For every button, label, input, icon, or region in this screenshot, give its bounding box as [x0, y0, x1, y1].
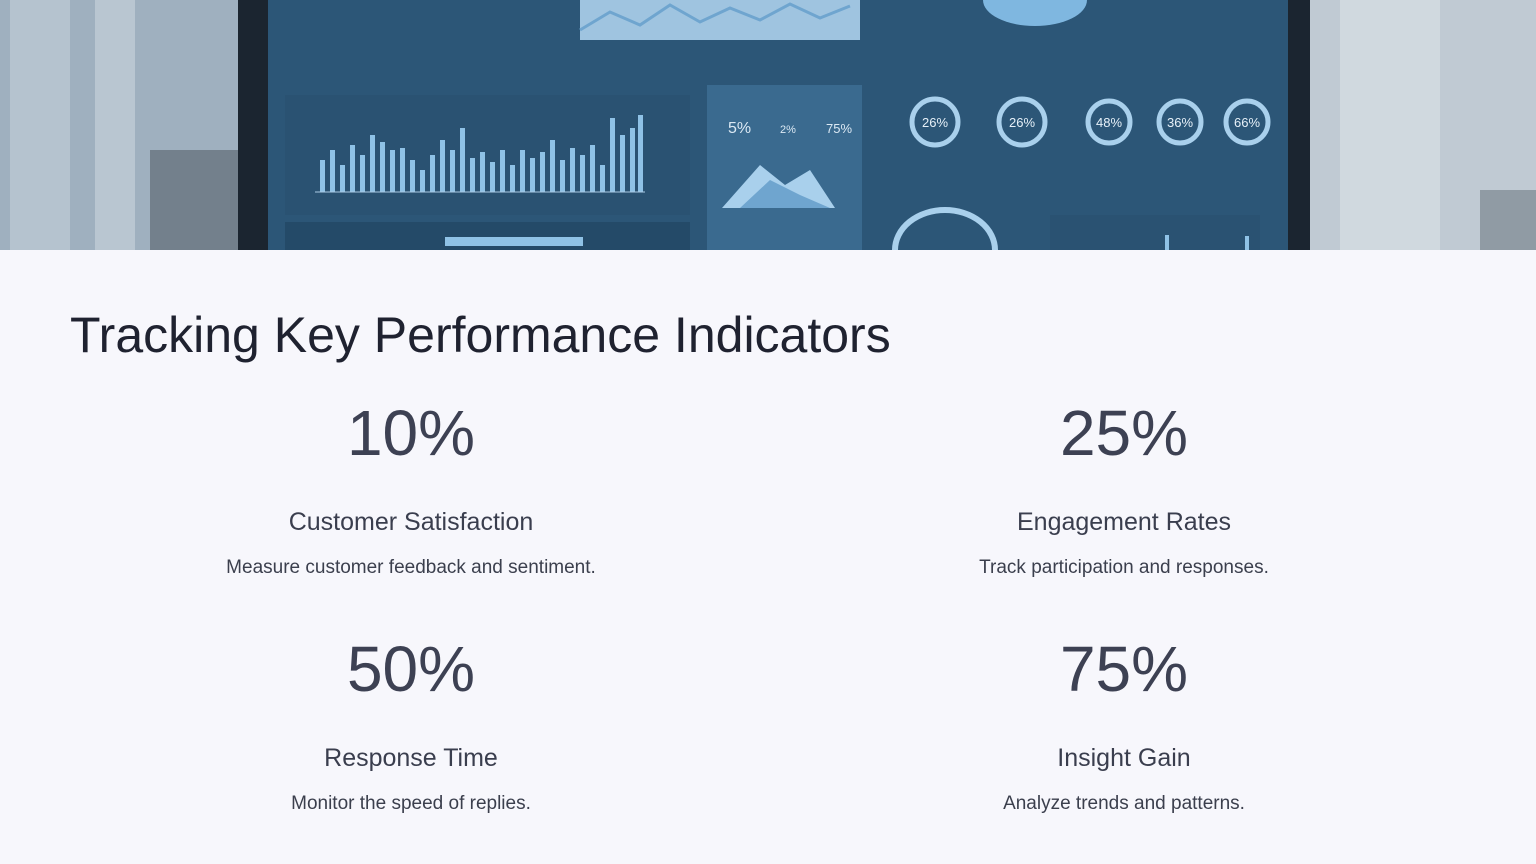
gauge-value-3: 48%	[1096, 115, 1122, 130]
kpi-description: Measure customer feedback and sentiment.	[226, 557, 596, 578]
kpi-label: Customer Satisfaction	[288, 508, 534, 536]
kpi-insight-gain: 75% Insight Gain Analyze trends and patt…	[824, 637, 1424, 815]
kpi-label: Insight Gain	[1057, 744, 1191, 772]
kpi-customer-satisfaction: 10% Customer Satisfaction Measure custom…	[111, 401, 711, 579]
page-title: Tracking Key Performance Indicators	[70, 307, 891, 363]
kpi-response-time: 50% Response Time Monitor the speed of r…	[111, 637, 711, 815]
kpi-value: 75%	[1059, 633, 1189, 705]
kpi-description: Monitor the speed of replies.	[291, 793, 531, 814]
panel-stat-1: 5%	[728, 120, 751, 137]
hero-dashboard-image: 5% 2% 75% 26% 26% 48% 36% 66%	[0, 0, 1536, 250]
kpi-value: 50%	[346, 633, 476, 705]
gauge-value-4: 36%	[1167, 115, 1193, 130]
gauge-value-2: 26%	[1009, 115, 1035, 130]
kpi-description: Track participation and responses.	[979, 557, 1269, 578]
panel-stat-2: 2%	[780, 124, 796, 136]
kpi-value: 25%	[1059, 397, 1189, 469]
gauge-value-1: 26%	[922, 115, 948, 130]
kpi-value: 10%	[346, 397, 476, 469]
kpi-engagement-rates: 25% Engagement Rates Track participation…	[824, 401, 1424, 579]
dashboard-illustration: 5% 2% 75% 26% 26% 48% 36% 66%	[0, 0, 1536, 250]
panel-stat-3: 75%	[826, 121, 852, 136]
kpi-label: Engagement Rates	[1016, 508, 1232, 536]
kpi-description: Analyze trends and patterns.	[1003, 793, 1245, 814]
gauge-value-5: 66%	[1234, 115, 1260, 130]
kpi-label: Response Time	[324, 744, 498, 772]
